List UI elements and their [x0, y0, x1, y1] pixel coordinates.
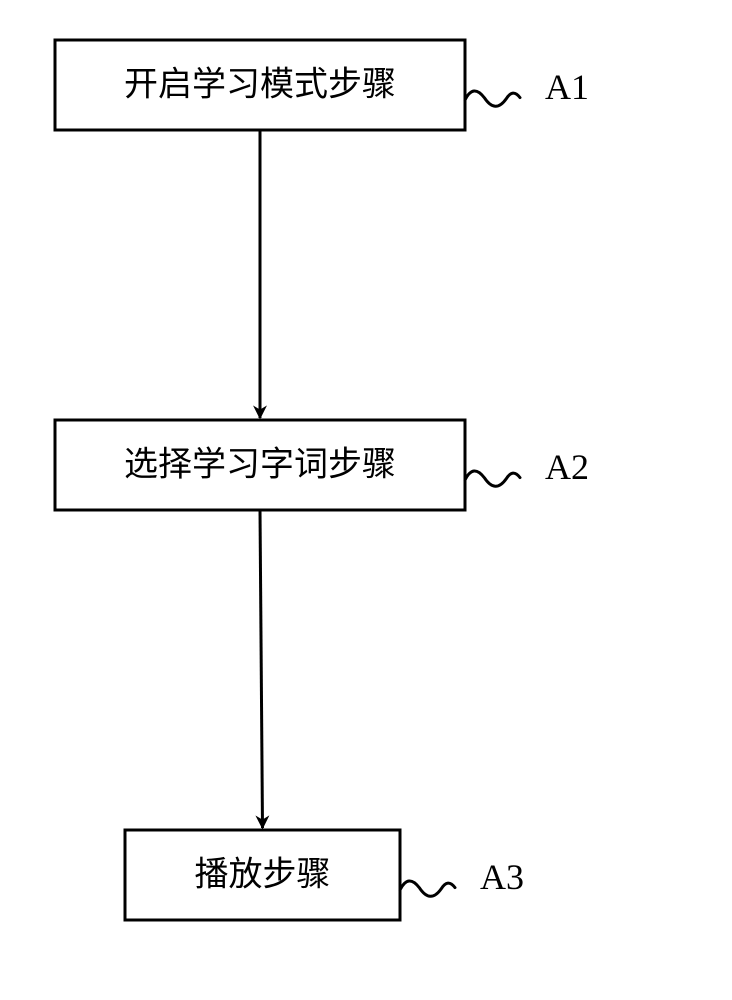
flow-node-label: A2 — [545, 447, 589, 487]
flow-node-text: 播放步骤 — [195, 856, 331, 894]
label-connector — [400, 881, 455, 896]
flow-node-text: 开启学习模式步骤 — [124, 66, 396, 104]
flow-node-a1: 开启学习模式步骤 A1 — [55, 40, 589, 130]
flowchart: 开启学习模式步骤 A1 选择学习字词步骤 A2 播放步骤 A3 — [0, 0, 732, 1000]
flow-node-label: A3 — [480, 857, 524, 897]
flow-node-text: 选择学习字词步骤 — [124, 446, 396, 484]
flow-node-a3: 播放步骤 A3 — [125, 830, 524, 920]
label-connector — [465, 91, 520, 106]
flow-edge — [260, 510, 263, 828]
flow-node-label: A1 — [545, 67, 589, 107]
label-connector — [465, 471, 520, 486]
flow-node-a2: 选择学习字词步骤 A2 — [55, 420, 589, 510]
